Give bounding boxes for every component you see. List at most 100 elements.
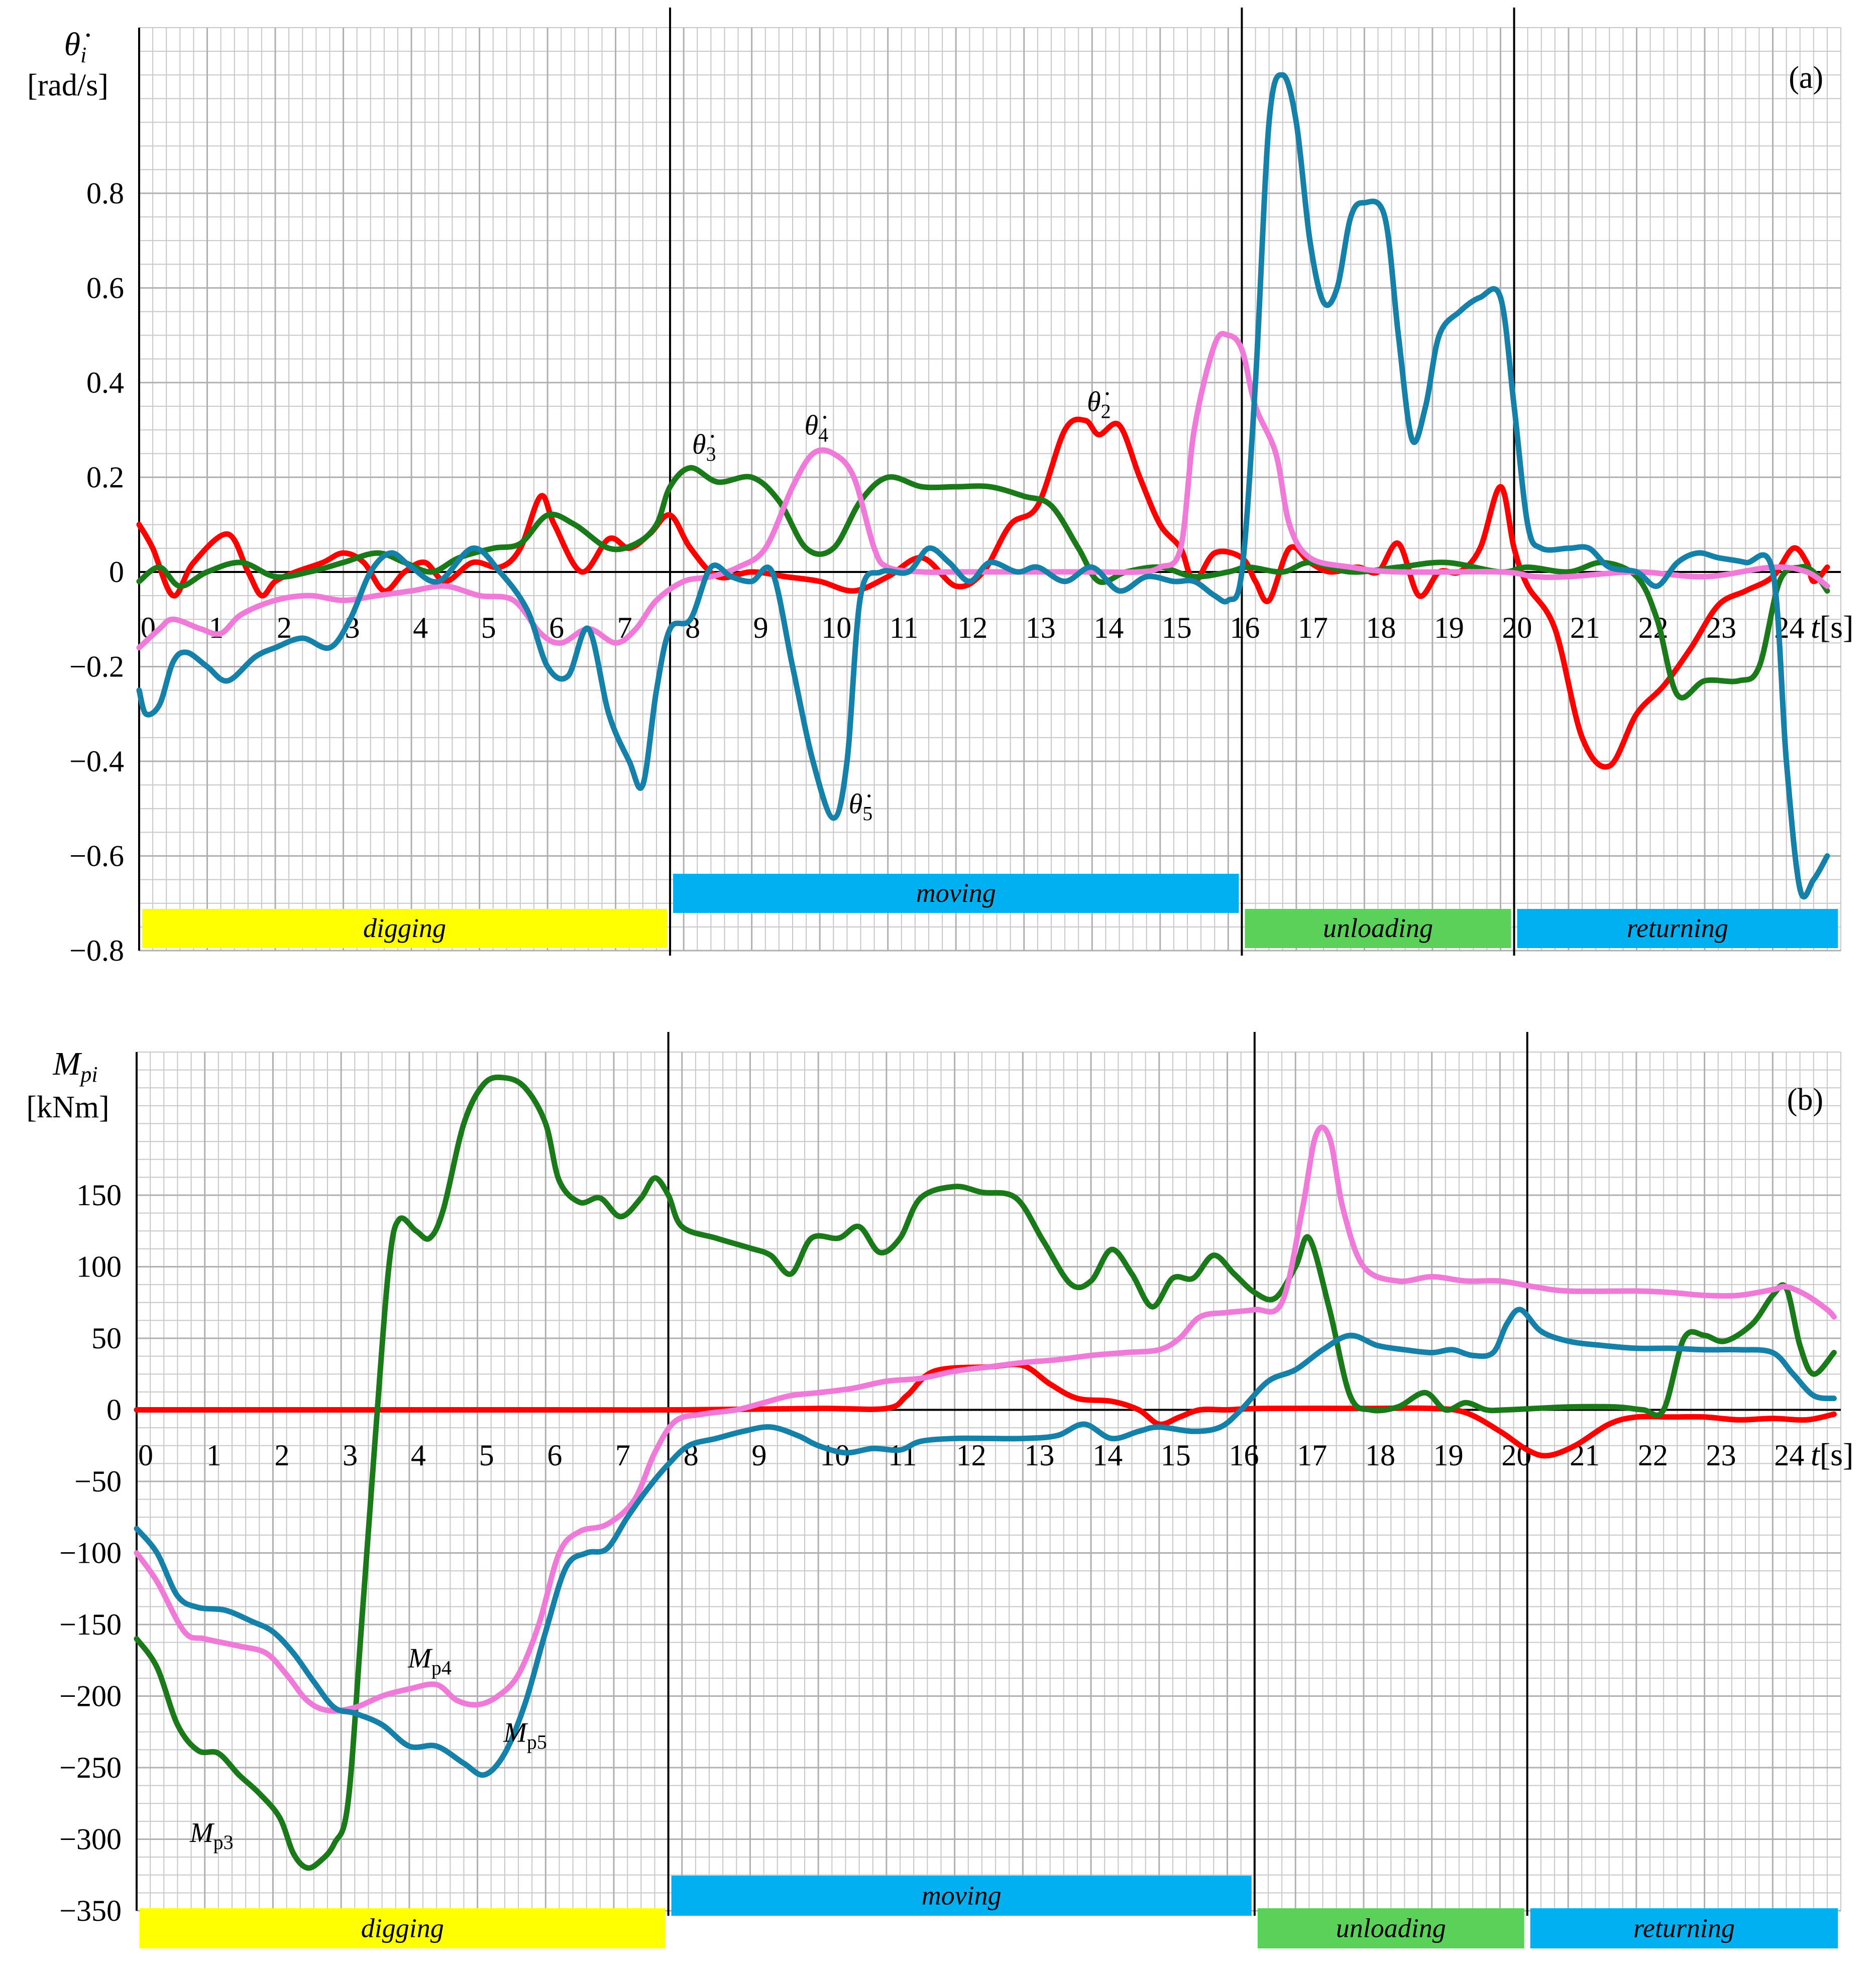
x-axis-label: t[s]	[1811, 1437, 1853, 1472]
x-tick-label: 2	[274, 1439, 289, 1472]
annotation-subscript: p5	[527, 1731, 547, 1754]
y-tick-label: 150	[76, 1179, 122, 1212]
x-tick-label: 11	[890, 611, 919, 644]
panel-label-b: (b)	[1787, 1083, 1823, 1117]
phase-label-unloading: unloading	[1323, 913, 1433, 943]
series-annotation: θ̇2	[1087, 386, 1111, 422]
y-axis-subscript: pi	[79, 1062, 97, 1087]
y-tick-label: −0.6	[69, 839, 124, 872]
phase-label-moving: moving	[922, 1881, 1002, 1911]
y-tick-label: −0.4	[69, 745, 124, 778]
x-tick-label: 6	[547, 1439, 562, 1472]
phase-label-digging: digging	[363, 913, 446, 943]
y-axis-unit: [kNm]	[26, 1090, 109, 1124]
x-tick-label: 15	[1162, 611, 1192, 644]
y-tick-label: −350	[59, 1894, 122, 1927]
phase-label-returning: returning	[1627, 913, 1728, 943]
x-tick-label: 7	[615, 1439, 630, 1472]
x-tick-label: 4	[413, 611, 428, 644]
x-tick-label: 1	[209, 611, 224, 644]
x-tick-label: 17	[1298, 611, 1328, 644]
x-axis-symbol: t	[1811, 609, 1821, 645]
phase-label-digging: digging	[361, 1913, 444, 1943]
series-line-Mp4	[134, 1124, 1837, 1714]
x-tick-label: 0	[138, 1439, 153, 1472]
y-tick-label: −250	[59, 1751, 122, 1784]
annotation-symbol: M	[189, 1817, 215, 1848]
panel-label-a: (a)	[1789, 61, 1823, 95]
phase-band-unloading	[1257, 1908, 1524, 1948]
phase-band-returning	[1517, 909, 1838, 948]
annotation-subscript: 5	[862, 802, 872, 825]
x-tick-label: 16	[1229, 1439, 1259, 1472]
y-tick-label: −200	[59, 1680, 122, 1713]
x-tick-label: 9	[751, 1439, 766, 1472]
x-tick-label: 13	[1024, 1439, 1054, 1472]
phase-band-unloading	[1245, 909, 1511, 948]
annotation-subscript: 2	[1101, 400, 1111, 422]
y-axis-label-symbol: θ̇i	[64, 26, 90, 67]
x-tick-label: 24	[1774, 1439, 1804, 1472]
x-tick-label: 18	[1365, 1439, 1395, 1472]
annotation-subscript: 4	[818, 424, 828, 446]
annotation-subscript: p4	[431, 1657, 452, 1679]
y-tick-label: 50	[91, 1322, 122, 1355]
series-line-Mp5	[134, 1307, 1837, 1778]
x-tick-label: 20	[1502, 611, 1532, 644]
y-tick-label: −0.8	[69, 934, 124, 967]
annotation-subscript: p3	[213, 1831, 234, 1854]
series-line-Mp2	[134, 1361, 1837, 1459]
x-axis-unit: [s]	[1820, 1437, 1854, 1472]
y-tick-label: 0.8	[86, 177, 124, 210]
annotation-symbol: M	[503, 1717, 528, 1749]
phase-label-moving: moving	[916, 878, 996, 908]
y-tick-label: 0	[109, 555, 124, 589]
x-tick-label: 9	[753, 611, 768, 644]
phase-band-returning	[1530, 1908, 1838, 1948]
series-annotation: θ̇4	[805, 410, 829, 446]
grid-a	[138, 27, 1841, 952]
annotation-symbol: M	[407, 1643, 433, 1674]
phase-label-returning: returning	[1633, 1913, 1735, 1943]
y-tick-label: 0	[106, 1394, 122, 1427]
x-tick-label: 18	[1366, 611, 1396, 644]
series-line-θ̇5	[136, 72, 1830, 900]
x-tick-label: 17	[1297, 1439, 1327, 1472]
series-annotation: Mp5	[503, 1717, 547, 1754]
x-tick-label: 5	[479, 1439, 494, 1472]
grid-b	[136, 1052, 1841, 1912]
y-axis-symbol: M	[52, 1046, 82, 1082]
y-tick-label: −50	[74, 1465, 122, 1498]
x-tick-label: 21	[1570, 611, 1600, 644]
x-tick-label: 3	[343, 1439, 358, 1472]
y-axis-unit: [rad/s]	[27, 68, 108, 102]
annotation-subscript: 3	[706, 442, 716, 465]
phase-band-moving	[671, 1876, 1252, 1916]
series-line-Mp3	[134, 1074, 1837, 1871]
series-annotation: Mp3	[189, 1817, 234, 1854]
y-tick-label: 0.2	[86, 460, 124, 494]
phase-label-unloading: unloading	[1336, 1913, 1446, 1943]
y-axis-label-symbol: Mpi	[52, 1046, 97, 1087]
x-axis-unit: [s]	[1820, 609, 1854, 645]
x-tick-label: 12	[957, 611, 987, 644]
series-line-θ̇3	[136, 465, 1830, 701]
y-tick-label: −300	[59, 1823, 122, 1856]
panel-b: digging moving unloading returning −350 −300 −…	[26, 1032, 1853, 1948]
x-tick-label: 5	[481, 611, 496, 644]
y-axis-subscript: i	[80, 43, 86, 67]
y-tick-label: 100	[76, 1250, 122, 1284]
x-tick-label: 14	[1093, 611, 1124, 644]
phase-band-moving	[673, 874, 1239, 913]
x-tick-label: 1	[206, 1439, 222, 1472]
series-line-θ̇4	[136, 331, 1830, 651]
phase-band-digging	[140, 1908, 666, 1948]
x-axis-symbol: t	[1811, 1437, 1821, 1472]
x-tick-label: 22	[1638, 1439, 1668, 1472]
x-tick-label: 10	[821, 611, 851, 644]
x-tick-label: 12	[956, 1439, 986, 1472]
x-tick-label: 19	[1433, 1439, 1464, 1472]
x-axis-label: t[s]	[1811, 609, 1853, 645]
